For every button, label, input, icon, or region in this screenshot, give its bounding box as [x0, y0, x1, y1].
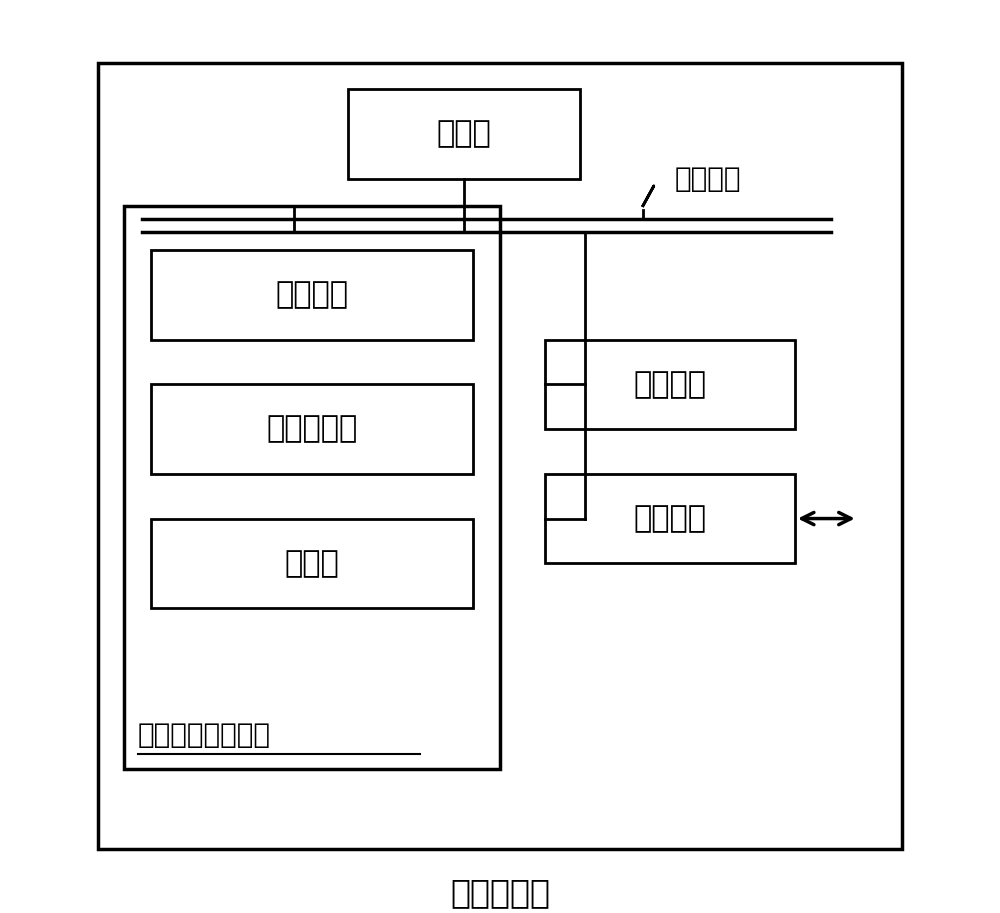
FancyBboxPatch shape: [545, 340, 795, 429]
Text: 操作系统: 操作系统: [276, 280, 349, 310]
FancyBboxPatch shape: [124, 205, 500, 769]
Text: 计算机设备: 计算机设备: [450, 876, 550, 909]
FancyBboxPatch shape: [151, 519, 473, 608]
FancyBboxPatch shape: [98, 63, 902, 849]
Text: 计算机程序: 计算机程序: [267, 415, 358, 444]
Text: 网络接口: 网络接口: [633, 504, 706, 533]
FancyBboxPatch shape: [151, 384, 473, 474]
Text: 系统总线: 系统总线: [674, 165, 741, 193]
Text: 数据库: 数据库: [285, 549, 340, 578]
Text: 非易失性存储介质: 非易失性存储介质: [138, 721, 271, 750]
Text: 处理器: 处理器: [437, 120, 492, 149]
Text: 内存储器: 内存储器: [633, 370, 706, 399]
FancyBboxPatch shape: [545, 474, 795, 563]
FancyBboxPatch shape: [151, 250, 473, 340]
FancyBboxPatch shape: [348, 89, 580, 179]
